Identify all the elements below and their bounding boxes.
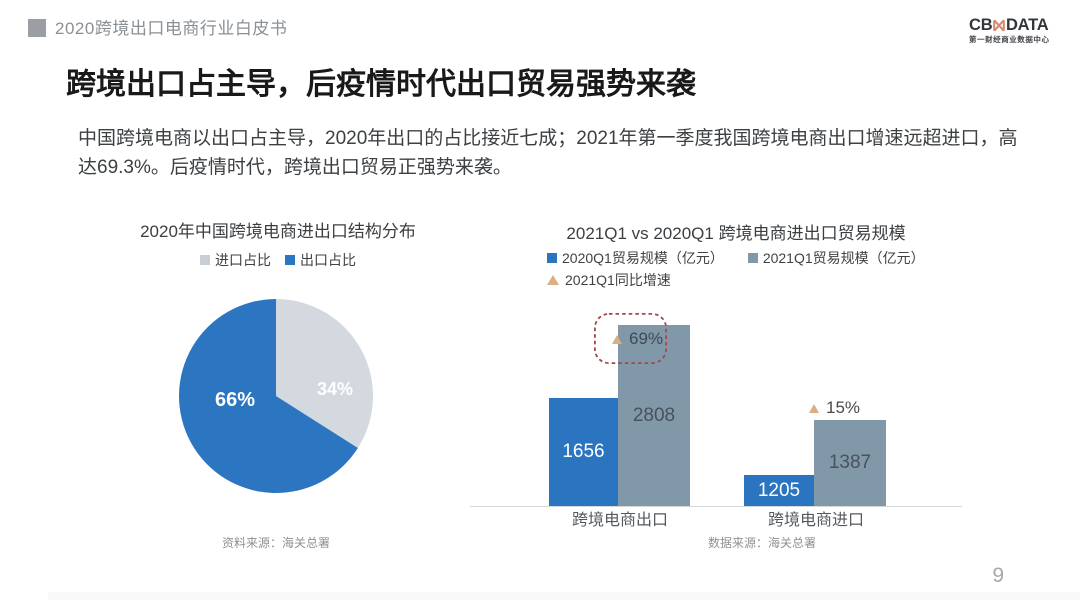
- pie-slice-进口占比: [276, 299, 373, 448]
- pie-chart-legend: 进口占比 出口占比: [200, 250, 356, 270]
- bar-category-label: 跨境电商进口: [767, 511, 865, 529]
- legend-label: 2021Q1同比增速: [565, 272, 671, 288]
- growth-annotation: 69%: [612, 329, 663, 349]
- legend-swatch-icon: [200, 255, 210, 265]
- bar-category-label: 跨境电商出口: [571, 511, 669, 529]
- legend-swatch-icon: [747, 253, 758, 263]
- pie-chart-source: 资料来源：海关总署: [221, 536, 331, 550]
- growth-annotation: 15%: [809, 398, 860, 418]
- logo-n-icon: [993, 18, 1006, 32]
- pie-value-label: 34%: [317, 379, 353, 399]
- bar-跨境电商进口-2021Q1贸易规模（亿元）: 1387: [814, 420, 886, 506]
- pie-chart-title: 2020年中国跨境电商进出口结构分布: [140, 222, 416, 241]
- bar-legend-item: 2021Q1贸易规模（亿元）: [747, 248, 925, 268]
- intro-paragraph: 中国跨境电商以出口占主导，2020年出口的占比接近七成；2021年第一季度我国跨…: [78, 128, 1018, 178]
- header-square-icon: [28, 18, 46, 37]
- header-doc-title: 2020跨境出口电商行业白皮书: [55, 19, 288, 38]
- growth-triangle-icon: [612, 334, 622, 344]
- bar-chart-legend-row1: 2020Q1贸易规模（亿元） 2021Q1贸易规模（亿元）: [547, 248, 925, 268]
- legend-label: 2020Q1贸易规模（亿元）: [562, 250, 724, 266]
- bar-value-label: 2808: [632, 404, 676, 426]
- bottom-edge-strip: [48, 592, 1080, 600]
- logo-subtitle: 第一财经商业数据中心: [969, 35, 1050, 44]
- legend-swatch-icon: [285, 255, 295, 265]
- logo-wordmark: CB DATA: [969, 16, 1049, 34]
- growth-triangle-icon: [547, 275, 559, 285]
- legend-label: 出口占比: [300, 252, 356, 268]
- bar-chart-x-axis: [470, 506, 962, 507]
- bar-跨境电商出口-2020Q1贸易规模（亿元）: 1656: [549, 398, 618, 506]
- growth-highlight-box: [594, 313, 667, 365]
- bar-chart-legend-row2: 2021Q1同比增速: [547, 270, 671, 290]
- pie-slice-出口占比: [178, 299, 358, 493]
- growth-value: 15%: [826, 398, 861, 417]
- legend-label: 进口占比: [215, 252, 271, 268]
- growth-value: 69%: [629, 329, 664, 348]
- pie-legend-item: 进口占比: [200, 250, 271, 270]
- bar-跨境电商进口-2020Q1贸易规模（亿元）: 1205: [744, 475, 814, 506]
- pie-chart: 34% 66%: [178, 299, 373, 493]
- bar-value-label: 1656: [562, 441, 605, 462]
- bar-legend-item: 2020Q1贸易规模（亿元）: [547, 248, 724, 268]
- cbndata-logo: CB DATA 第一财经商业数据中心: [969, 17, 1049, 45]
- page-title: 跨境出口占主导，后疫情时代出口贸易强势来袭: [66, 68, 696, 101]
- header: 2020跨境出口电商行业白皮书: [28, 14, 287, 39]
- bar-value-label: 1205: [757, 479, 801, 501]
- growth-triangle-icon: [809, 403, 819, 413]
- bar-chart-source: 数据来源：海关总署: [707, 536, 817, 550]
- page-number: 9: [992, 564, 1004, 587]
- bar-legend-item-growth: 2021Q1同比增速: [547, 270, 671, 290]
- legend-label: 2021Q1贸易规模（亿元）: [762, 250, 925, 266]
- bar-value-label: 1387: [828, 452, 872, 473]
- pie-value-label: 66%: [215, 389, 255, 411]
- logo-text-data: DATA: [1005, 16, 1049, 34]
- pie-legend-item: 出口占比: [285, 250, 356, 270]
- bar-跨境电商出口-2021Q1贸易规模（亿元）: 2808: [618, 325, 690, 506]
- logo-text-cb: CB: [969, 16, 993, 34]
- bar-chart-title: 2021Q1 vs 2020Q1 跨境电商进出口贸易规模: [566, 224, 906, 243]
- legend-swatch-icon: [547, 253, 557, 263]
